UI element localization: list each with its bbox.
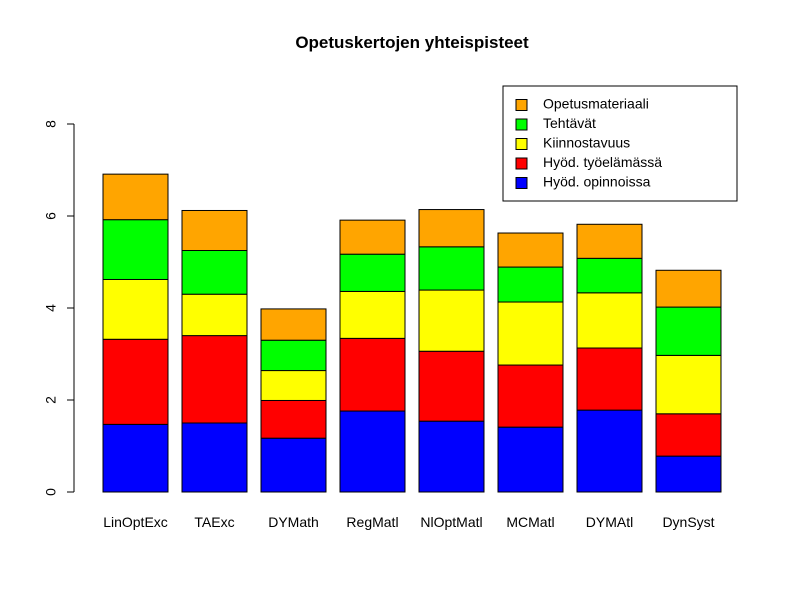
bar-segment: [418, 350, 485, 422]
bar-segment: [339, 290, 406, 339]
x-tick-label: DynSyst: [662, 514, 714, 530]
bar-segment: [102, 278, 169, 340]
bar-segment: [102, 173, 169, 221]
legend-swatch: [515, 99, 528, 111]
x-tick-label: RegMatl: [346, 514, 398, 530]
legend-label: Tehtävät: [543, 115, 596, 131]
x-axis-labels: LinOptExc TAExc DYMath RegMatl NlOptMatl MCMa…: [103, 514, 714, 530]
bar-segment: [181, 250, 248, 295]
chart-title: Opetuskertojen yhteispisteet: [295, 33, 529, 52]
bar-segment: [576, 223, 643, 259]
bar-segment: [102, 423, 169, 493]
bar-segment: [497, 364, 564, 428]
bar-segment: [260, 308, 327, 341]
bar-segment: [655, 413, 722, 457]
bar-segment: [260, 399, 327, 439]
bar-segment: [576, 347, 643, 411]
legend-label: Kiinnostavuus: [543, 135, 630, 151]
bar-segment: [576, 409, 643, 493]
x-tick-label: DYMath: [268, 514, 319, 530]
bar-segment: [260, 370, 327, 401]
x-tick-label: DYMAtl: [586, 514, 633, 530]
legend-swatch: [515, 177, 528, 189]
bar-segment: [418, 289, 485, 352]
bar-segment: [339, 253, 406, 292]
bar-segment: [418, 420, 485, 493]
bar-segment: [260, 339, 327, 372]
bar-segment: [497, 266, 564, 303]
bar-segment: [339, 410, 406, 493]
legend-label: Hyöd. työelämässä: [543, 154, 662, 170]
bar-segment: [576, 257, 643, 294]
y-tick-label: 0: [43, 488, 59, 496]
x-tick-label: MCMatl: [506, 514, 554, 530]
bar-segment: [497, 232, 564, 268]
legend-swatch: [515, 138, 528, 150]
bar-segment: [418, 209, 485, 248]
bar-segment: [181, 209, 248, 251]
bar-segment: [181, 293, 248, 337]
bars: [102, 173, 722, 493]
bar-segment: [418, 246, 485, 291]
legend-label: Hyöd. opinnoissa: [543, 174, 651, 190]
x-tick-label: LinOptExc: [103, 514, 168, 530]
bar-segment: [576, 292, 643, 349]
y-axis: 0 2 4 6 8: [43, 120, 75, 496]
bar-segment: [339, 337, 406, 412]
x-tick-label: NlOptMatl: [420, 514, 482, 530]
x-tick-label: TAExc: [194, 514, 234, 530]
y-tick-label: 6: [43, 212, 59, 220]
bar-segment: [497, 426, 564, 493]
bar-segment: [655, 455, 722, 493]
bar-segment: [655, 354, 722, 415]
legend-label: Opetusmateriaali: [543, 96, 649, 112]
legend-box: [502, 85, 738, 202]
bar-segment: [260, 437, 327, 493]
bar-segment: [497, 301, 564, 366]
legend-swatch: [515, 157, 528, 170]
bar-segment: [181, 422, 248, 493]
bar-segment: [102, 219, 169, 280]
bar-segment: [102, 338, 169, 425]
y-tick-label: 2: [43, 396, 59, 404]
bar-segment: [181, 335, 248, 424]
y-tick-label: 4: [43, 304, 59, 312]
bar-segment: [339, 219, 406, 255]
y-tick-label: 8: [43, 120, 59, 128]
bar-segment: [655, 269, 722, 308]
legend-swatch: [515, 118, 528, 131]
bar-segment: [655, 306, 722, 356]
legend: Opetusmateriaali Tehtävät Kiinnostavuus Hyö…: [502, 85, 738, 202]
